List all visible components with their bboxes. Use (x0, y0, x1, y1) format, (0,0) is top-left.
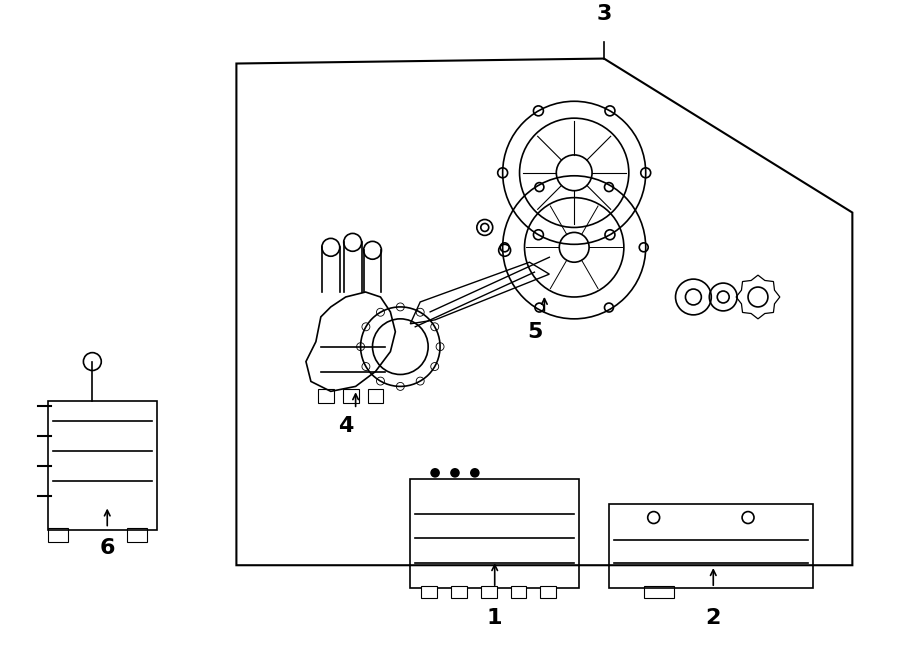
Text: 3: 3 (597, 4, 612, 24)
Text: 4: 4 (338, 416, 354, 436)
FancyBboxPatch shape (540, 586, 556, 598)
Text: 2: 2 (706, 608, 721, 628)
Circle shape (471, 469, 479, 477)
FancyBboxPatch shape (510, 586, 526, 598)
Text: 5: 5 (526, 322, 542, 342)
Text: 6: 6 (100, 538, 115, 559)
FancyBboxPatch shape (451, 586, 467, 598)
Circle shape (431, 469, 439, 477)
Circle shape (451, 469, 459, 477)
Text: 1: 1 (487, 608, 502, 628)
FancyBboxPatch shape (421, 586, 437, 598)
FancyBboxPatch shape (481, 586, 497, 598)
